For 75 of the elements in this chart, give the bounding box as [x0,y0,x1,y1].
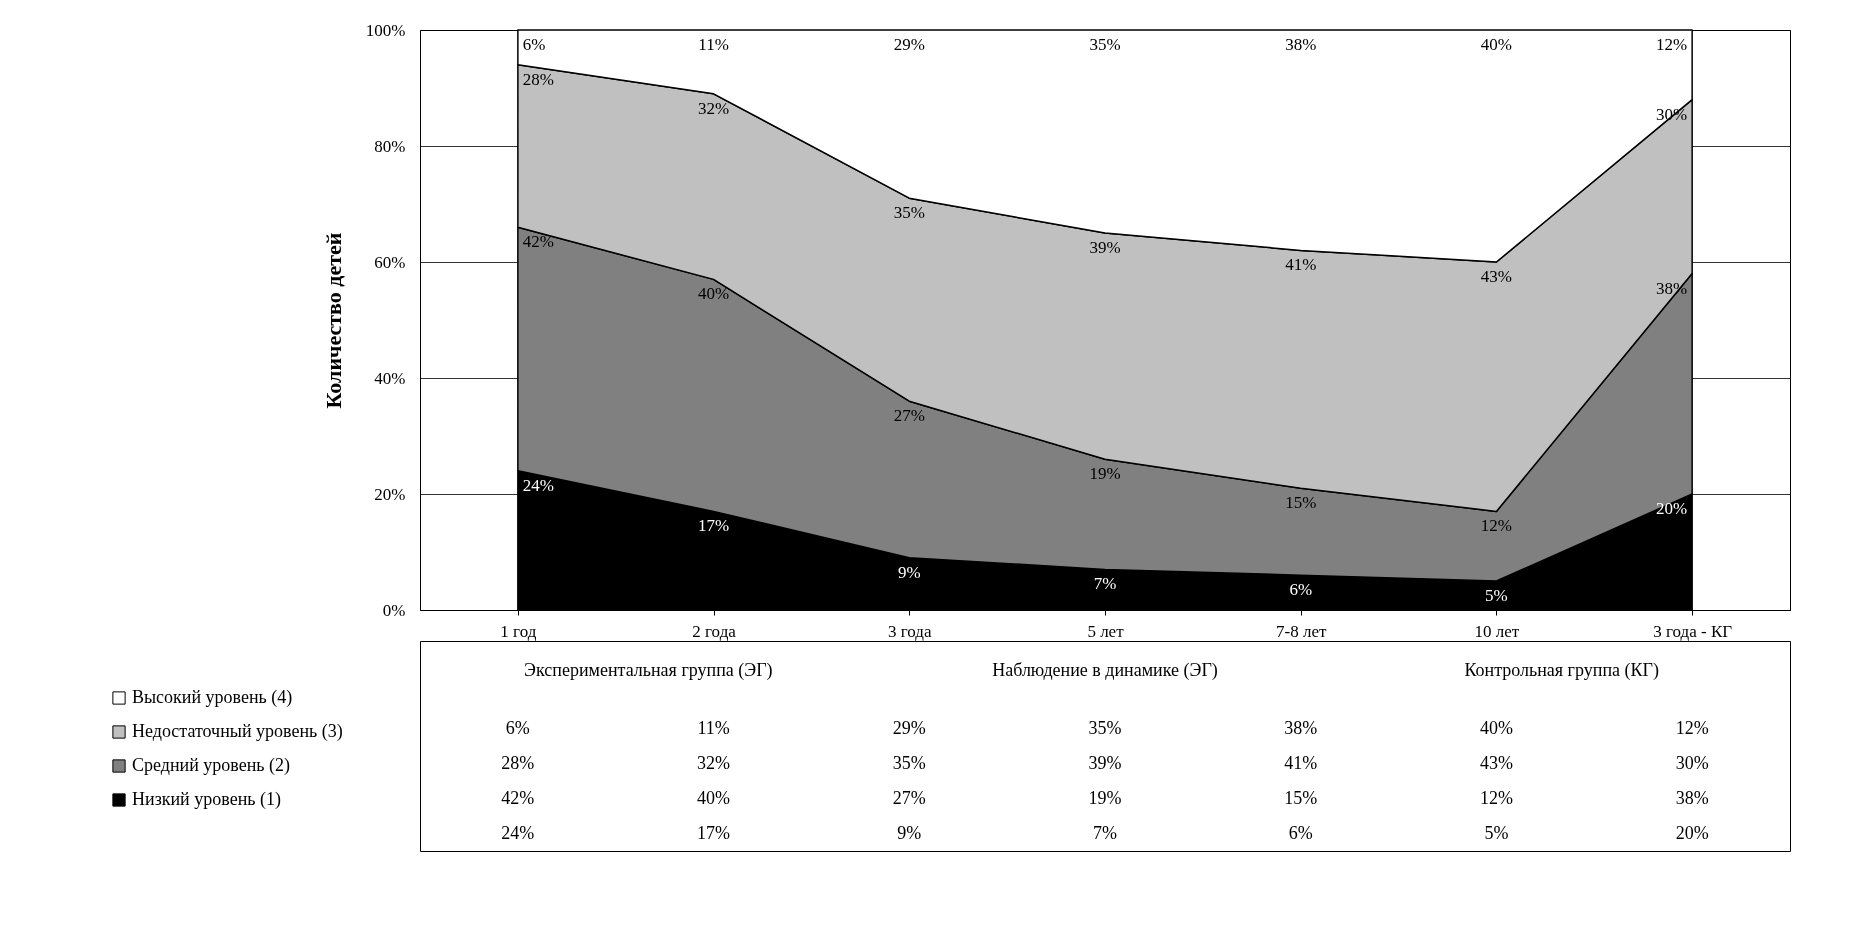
text: 27% [893,406,925,426]
text: 39% [1089,238,1121,257]
text: 43% [1480,267,1513,286]
text: 32% [697,98,730,118]
data-label: 17% [697,822,731,843]
y-tick-label: 80% [374,136,406,156]
text: 20% [1655,499,1688,518]
text: 38% [1285,35,1317,54]
data-label: 28% [501,752,535,773]
legend-label: Высокий уровень (4) [132,687,293,708]
x-tick-label: 3 года [888,621,932,641]
text: Экспериментальная группа (ЭГ) [524,660,773,681]
x-tick-label: 1 год [500,621,537,641]
text: 28% [522,69,555,89]
data-label: 29% [892,717,926,738]
data-label: 20% [1675,822,1709,843]
text: 9% [897,562,921,582]
data-label: 27% [892,787,926,808]
x-tick-label: 5 лет [1087,621,1125,641]
text: Наблюдение в динамике (ЭГ) [992,660,1218,681]
data-label: 38% [1675,787,1709,808]
data-label: 43% [1479,752,1513,773]
text: 40% [1480,35,1513,54]
data-label: 9% [897,822,922,843]
data-label: 39% [1088,752,1122,773]
legend-label: Средний уровень (2) [132,755,291,776]
text: 24% [522,475,555,495]
text: 41% [1285,255,1317,275]
text: 15% [1285,493,1317,513]
text: 19% [1089,464,1121,484]
data-label: 41% [1284,752,1318,773]
legend-label: Недостаточный уровень (3) [132,721,343,742]
text: 7% [1093,574,1117,594]
data-label: 6% [505,717,530,738]
data-label: 30% [1675,752,1709,773]
x-tick-label: 2 года [692,621,737,641]
y-tick-label: 40% [374,368,406,388]
data-label: 15% [1284,787,1318,808]
data-label: 32% [697,752,731,773]
text: 6% [522,35,546,54]
data-label: 35% [1088,717,1122,738]
text: 35% [893,203,925,223]
text: 11% [698,35,729,54]
data-label: 24% [501,822,535,843]
data-label: 35% [892,752,926,773]
data-label: 11% [697,717,730,738]
data-label: 40% [697,787,731,808]
data-label: 19% [1088,787,1122,808]
y-tick-label: 20% [374,484,406,504]
text: 5% [1485,586,1508,605]
data-label: 6% [1288,822,1313,843]
data-label: 5% [1484,822,1509,843]
y-axis-title: Количество детей [320,232,346,409]
data-label: 38% [1284,717,1318,738]
text: 12% [1480,516,1513,536]
text: 29% [893,35,925,54]
data-label: 40% [1479,717,1513,738]
text: 17% [697,516,730,536]
y-tick-label: 0% [382,600,406,620]
text: 6% [1289,580,1313,600]
x-tick-label: 3 года - КГ [1653,621,1733,641]
x-tick-label: 10 лет [1474,621,1520,641]
y-tick-label: 100% [365,20,406,40]
text: 42% [522,232,555,252]
data-label: 12% [1675,717,1709,738]
x-tick-label: 7-8 лет [1276,621,1327,641]
text: Контрольная группа (КГ) [1464,660,1659,681]
data-label: 42% [501,787,535,808]
y-tick-label: 60% [374,252,406,272]
data-label: 7% [1093,822,1117,843]
text: 12% [1655,35,1688,54]
text: 40% [697,284,730,304]
legend-label: Низкий уровень (1) [132,789,281,810]
data-label: 12% [1479,787,1513,808]
text: 35% [1089,35,1121,54]
